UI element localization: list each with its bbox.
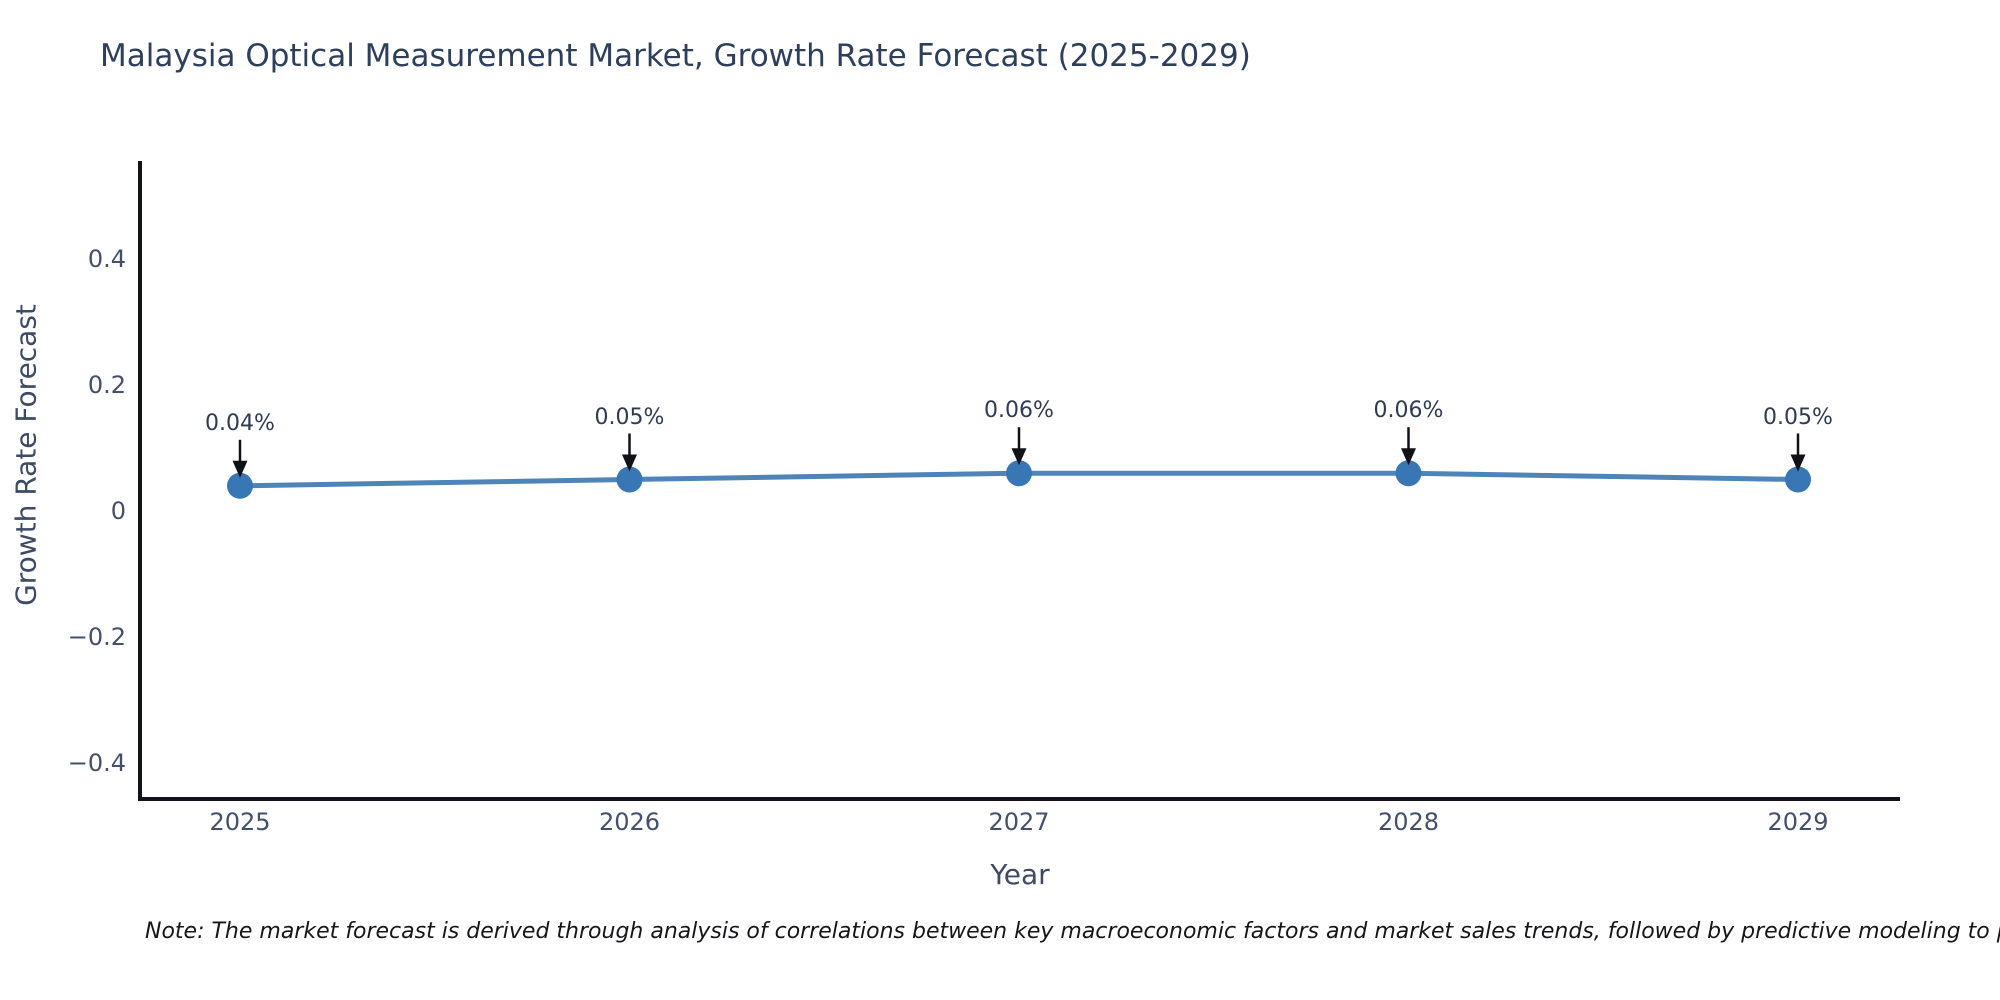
y-tick-label: 0.4 (87, 245, 126, 273)
annotation-arrowhead-icon (1790, 454, 1806, 472)
x-tick-label: 2029 (1767, 808, 1829, 836)
x-tick-label: 2026 (598, 808, 661, 836)
point-annotation: 0.05% (594, 404, 665, 430)
point-annotation: 0.06% (1373, 398, 1444, 424)
x-tick-label: 2028 (1377, 808, 1440, 836)
point-annotation: 0.05% (1763, 404, 1833, 430)
annotation-arrowhead-icon (1401, 448, 1416, 466)
data-point-marker (227, 472, 253, 499)
data-point-marker (1785, 466, 1811, 493)
point-annotation: 0.06% (984, 398, 1054, 424)
chart-title: Malaysia Optical Measurement Market, Gro… (100, 38, 1251, 74)
annotation-arrowhead-icon (622, 454, 637, 472)
y-tick-label: −0.2 (67, 623, 126, 651)
point-annotation: 0.04% (205, 410, 275, 436)
data-point-marker (1395, 460, 1422, 487)
x-tick-label: 2027 (988, 808, 1050, 836)
x-axis-title: Year (990, 858, 1050, 891)
data-point-marker (616, 466, 643, 493)
x-tick-label: 2025 (209, 808, 271, 836)
data-point-marker (1006, 460, 1032, 487)
footnote: Note: The market forecast is derived thr… (145, 919, 2000, 944)
annotation-arrowhead-icon (232, 460, 248, 478)
y-tick-label: 0 (110, 497, 126, 525)
y-tick-label: −0.4 (67, 749, 126, 777)
annotation-arrowhead-icon (1011, 448, 1027, 466)
y-tick-label: 0.2 (87, 371, 126, 399)
